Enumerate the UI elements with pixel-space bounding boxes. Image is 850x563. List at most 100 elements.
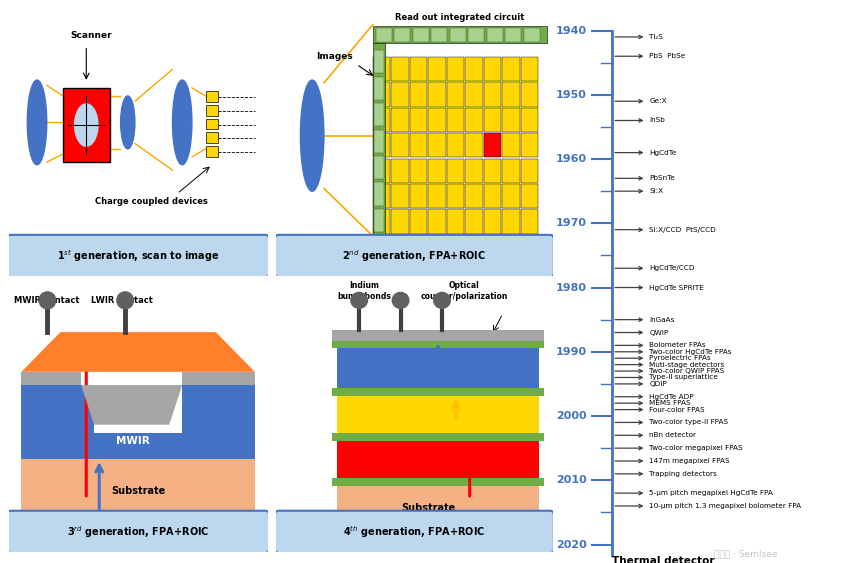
Text: MWIR: MWIR [116,436,150,445]
Text: PbS  PbSe: PbS PbSe [649,53,685,59]
Bar [332,341,544,348]
Bar [521,57,538,81]
Ellipse shape [75,104,98,146]
Bar [392,184,409,208]
Bar [428,159,445,183]
Bar [392,133,409,157]
Text: 2000: 2000 [556,411,586,421]
Bar [410,82,427,106]
Bar [466,184,483,208]
Bar [428,209,445,234]
Bar [392,108,409,132]
Text: InSb: InSb [649,118,666,123]
Text: 3$^{rd}$ generation, FPA+ROIC: 3$^{rd}$ generation, FPA+ROIC [67,524,209,540]
Bar [410,184,427,208]
Bar [206,146,218,157]
Bar [21,372,81,385]
Bar [502,57,519,81]
Bar [332,330,544,341]
Text: Two-color HgCdTe FPAs: Two-color HgCdTe FPAs [649,348,732,355]
Bar [373,82,390,106]
Text: 4$^{th}$ generation, FPA+ROIC: 4$^{th}$ generation, FPA+ROIC [343,524,485,540]
Bar [206,119,218,129]
Bar [502,159,519,183]
Bar [373,108,390,132]
Text: 10-μm pitch 1.3 megapixel bolometer FPA: 10-μm pitch 1.3 megapixel bolometer FPA [649,503,802,509]
Text: 1960: 1960 [556,154,586,164]
Bar [447,184,464,208]
Ellipse shape [173,80,192,165]
Bar [410,57,427,81]
Bar [410,133,427,157]
Circle shape [39,292,56,309]
Bar [337,396,539,432]
Bar [484,209,502,234]
Bar [466,159,483,183]
Bar [502,133,519,157]
Bar [337,485,539,528]
Bar [374,182,384,205]
Bar [413,28,428,42]
Bar [428,57,445,81]
Bar [484,159,502,183]
Text: 1980: 1980 [556,283,586,293]
Bar [502,108,519,132]
Text: Muti-stage detectors: Muti-stage detectors [649,361,724,368]
Text: 2010: 2010 [556,475,586,485]
Text: QDIP: QDIP [649,381,667,387]
Text: LWIR: LWIR [123,347,153,357]
Ellipse shape [300,80,324,191]
Text: LWIR contact: LWIR contact [92,296,153,305]
Bar [373,57,390,81]
Bar [373,133,390,157]
Bar [392,57,409,81]
Polygon shape [81,385,182,425]
FancyBboxPatch shape [275,511,554,553]
Bar [374,77,384,100]
Text: Si:X/CCD  PtS/CCD: Si:X/CCD PtS/CCD [649,227,716,233]
Bar [332,477,544,485]
Bar [468,28,484,42]
Text: Trapping detectors: Trapping detectors [649,471,717,477]
Text: Thermal detector: Thermal detector [612,556,715,563]
Bar [63,88,110,162]
Bar [374,209,384,232]
Bar [466,209,483,234]
Bar [521,184,538,208]
Bar [410,209,427,234]
Bar [431,28,447,42]
Text: Two-color QWIP FPAS: Two-color QWIP FPAS [649,368,724,374]
Text: Indium
bump-bonds: Indium bump-bonds [337,282,392,301]
Text: QWIP: QWIP [649,329,668,336]
Circle shape [351,292,367,309]
Bar [337,348,539,388]
Bar [410,159,427,183]
Text: HgCdTe: HgCdTe [649,150,677,155]
Bar [450,28,466,42]
Bar [502,209,519,234]
Circle shape [434,292,450,309]
Polygon shape [21,332,255,372]
Circle shape [116,292,133,309]
Bar [484,108,502,132]
Bar [373,184,390,208]
Text: PbSnTe: PbSnTe [649,175,675,181]
Text: Two-color megapixel FPAS: Two-color megapixel FPAS [649,445,743,451]
Text: Read out integrated circuit: Read out integrated circuit [395,14,524,23]
Bar [447,209,464,234]
Bar [206,105,218,115]
Text: Substrate: Substrate [111,486,165,496]
Text: Type-II superlattice: Type-II superlattice [649,374,718,381]
Bar [206,132,218,143]
Bar [447,57,464,81]
FancyBboxPatch shape [275,235,554,277]
Text: Si:X: Si:X [649,188,663,194]
Text: 1970: 1970 [556,218,586,228]
Bar [332,432,544,441]
Bar [376,28,392,42]
Ellipse shape [27,80,47,165]
Circle shape [392,292,409,309]
Bar [521,133,538,157]
Bar [374,103,384,126]
Text: MWIR contact: MWIR contact [14,296,79,305]
